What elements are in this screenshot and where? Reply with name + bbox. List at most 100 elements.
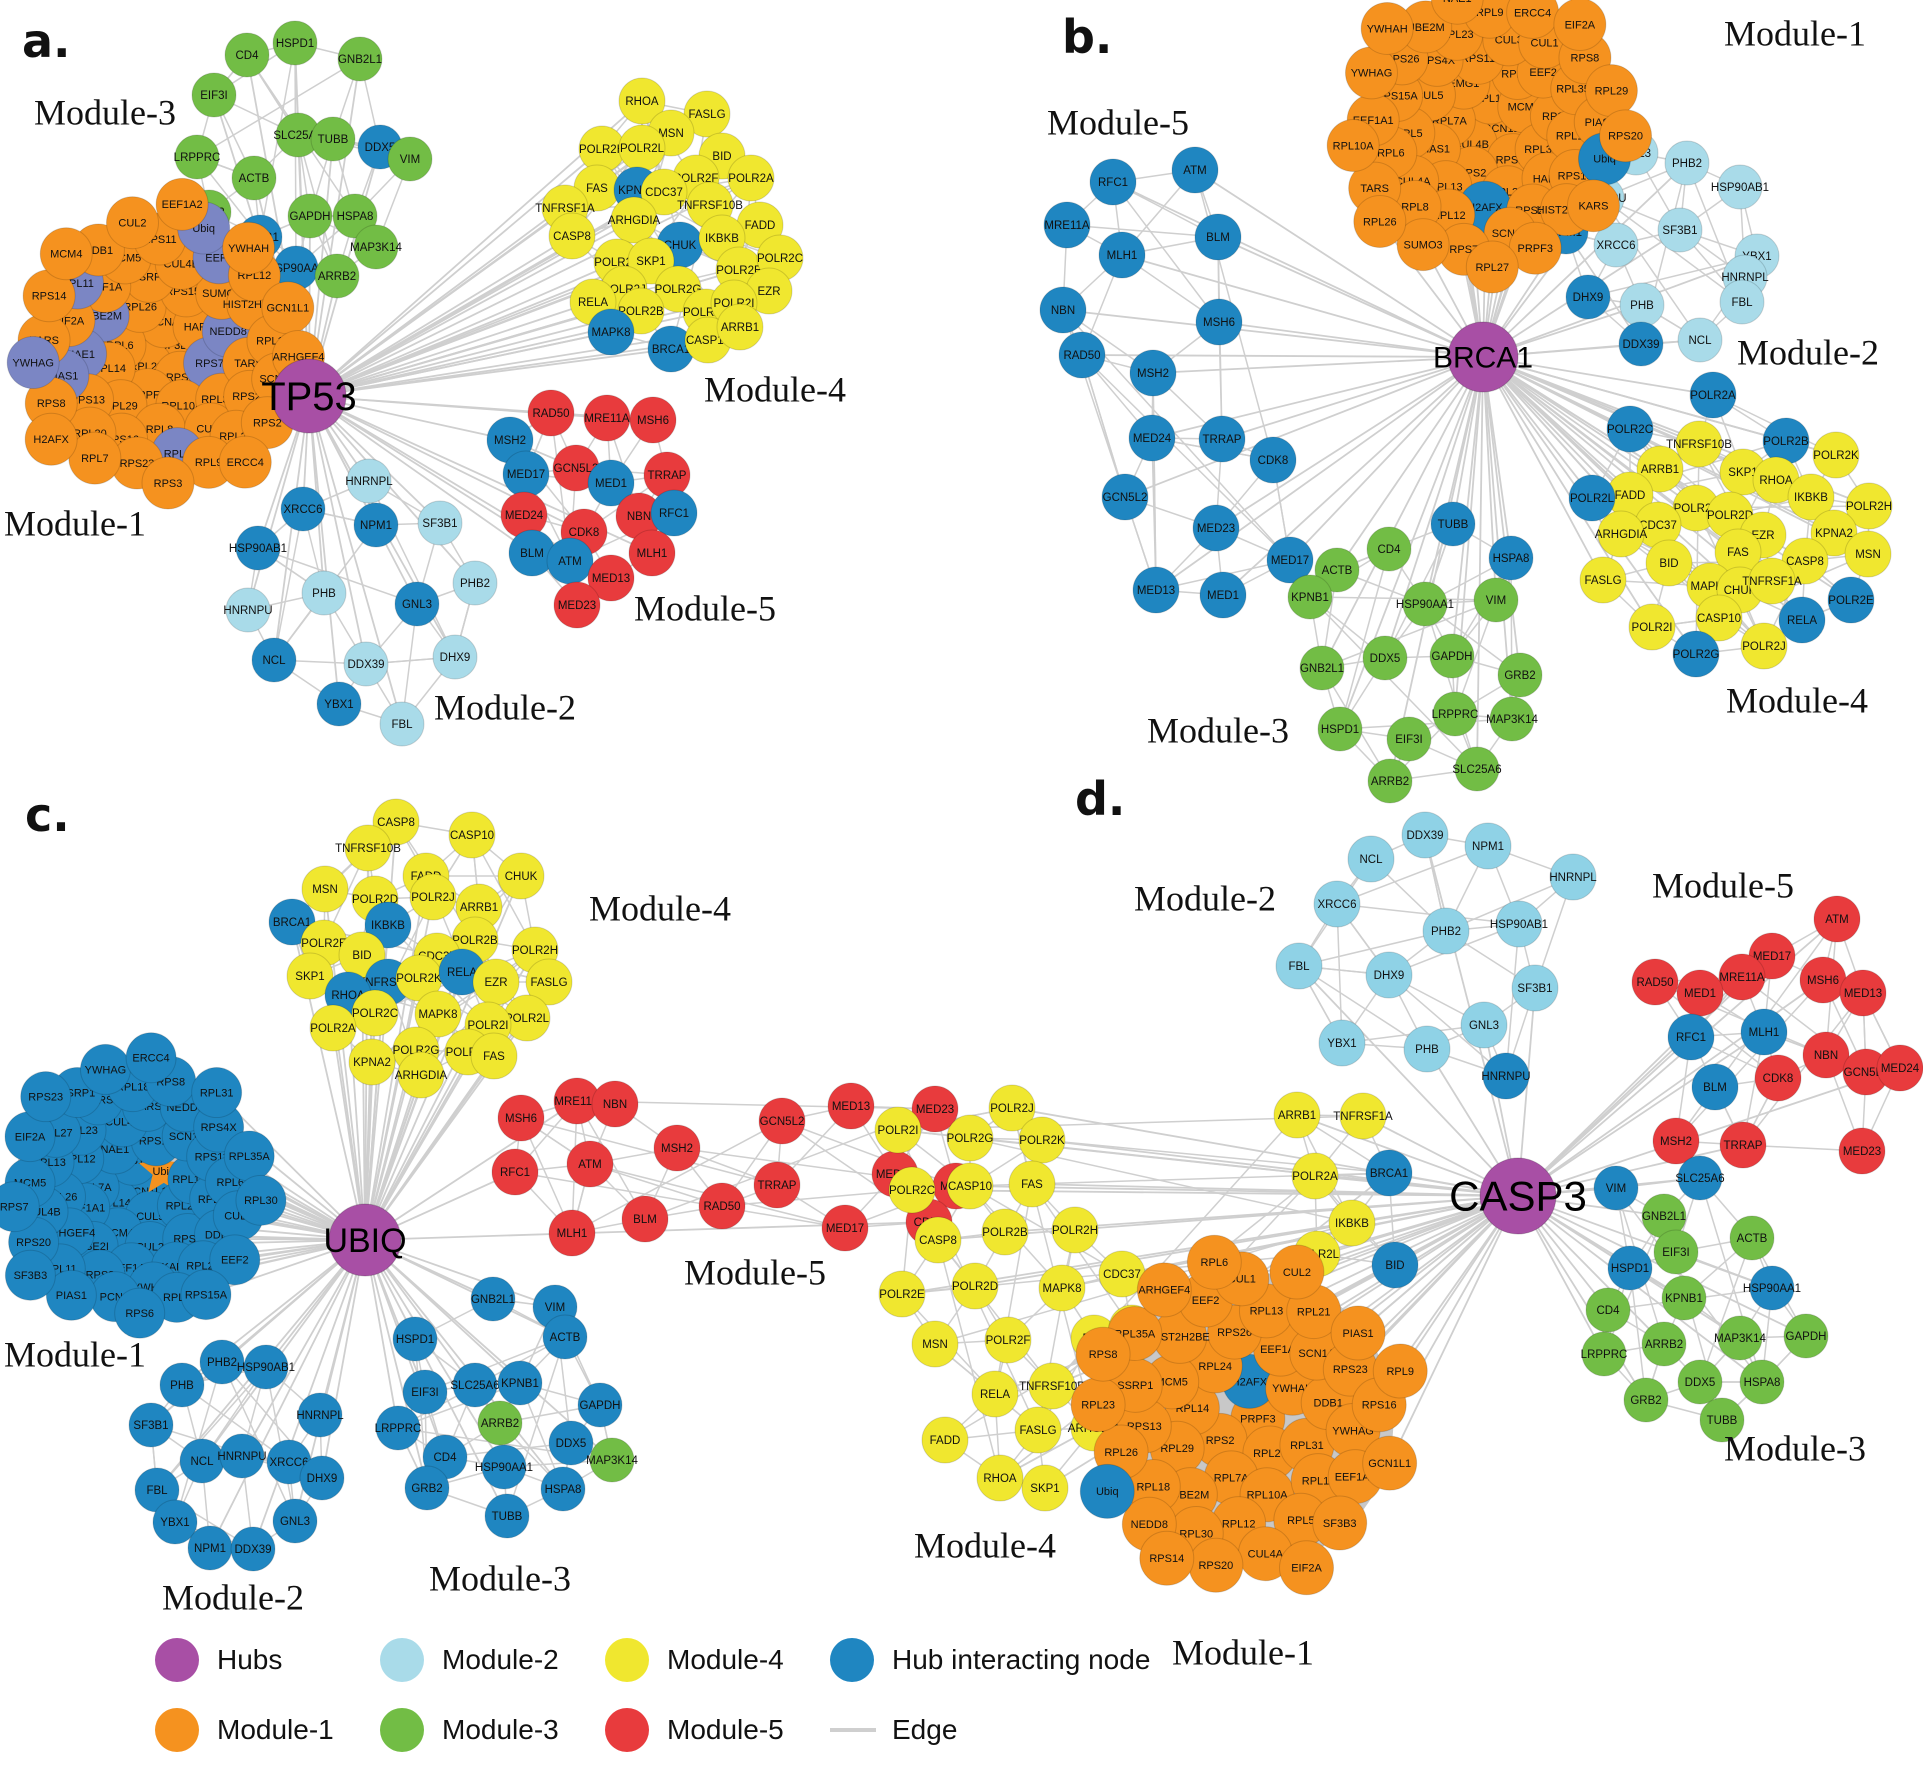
node-c-kpna2[interactable] xyxy=(348,1038,396,1086)
node-a-tubb[interactable] xyxy=(310,116,356,162)
node-a-eef1a2[interactable] xyxy=(155,177,209,231)
node-b-tubb[interactable] xyxy=(1430,501,1476,547)
node-d-msh2[interactable] xyxy=(1652,1117,1700,1165)
node-d-mre11a[interactable] xyxy=(1718,953,1766,1001)
node-c-casp10[interactable] xyxy=(448,811,496,859)
node-d-eif3i[interactable] xyxy=(1653,1229,1699,1275)
node-b-rpl27[interactable] xyxy=(1465,240,1519,294)
node-d-kpnb1[interactable] xyxy=(1661,1275,1707,1321)
node-c-blm[interactable] xyxy=(621,1195,669,1243)
node-c-ddx5[interactable] xyxy=(548,1420,594,1466)
node-c-rps6[interactable] xyxy=(114,1287,166,1339)
node-a-mre11a[interactable] xyxy=(583,394,631,442)
node-b-rps20[interactable] xyxy=(1599,109,1653,163)
node-c-faslg[interactable] xyxy=(525,958,573,1006)
node-b-arhgdia[interactable] xyxy=(1597,510,1645,558)
node-d-ddx39[interactable] xyxy=(1401,811,1449,859)
node-d-arhgef4[interactable] xyxy=(1136,1262,1192,1318)
node-b-bid[interactable] xyxy=(1645,539,1693,587)
node-d-rad50[interactable] xyxy=(1631,958,1679,1006)
node-b-med17[interactable] xyxy=(1266,536,1314,584)
node-b-xrcc6[interactable] xyxy=(1593,222,1639,268)
node-c-sf3b1[interactable] xyxy=(128,1402,174,1448)
node-b-msh2[interactable] xyxy=(1129,349,1177,397)
node-d-lrpprc[interactable] xyxy=(1581,1331,1627,1377)
node-d-slc25a6[interactable] xyxy=(1677,1155,1723,1201)
node-c-polr2a[interactable] xyxy=(309,1004,357,1052)
node-b-ddx39[interactable] xyxy=(1618,321,1664,367)
node-b-eif3i[interactable] xyxy=(1386,716,1432,762)
node-a-ywhah[interactable] xyxy=(222,221,276,275)
node-b-kars[interactable] xyxy=(1566,179,1620,233)
node-c-rpl31[interactable] xyxy=(191,1067,243,1119)
node-c-rpl30[interactable] xyxy=(235,1174,287,1226)
node-c-gapdh[interactable] xyxy=(577,1382,623,1428)
node-c-map3k14[interactable] xyxy=(589,1437,635,1483)
node-c-fas[interactable] xyxy=(470,1032,518,1080)
node-d-polr2d[interactable] xyxy=(951,1262,999,1310)
node-d-phb[interactable] xyxy=(1403,1025,1451,1073)
node-d-phb2[interactable] xyxy=(1422,907,1470,955)
node-a-rfc1[interactable] xyxy=(650,489,698,537)
node-c-rad50[interactable] xyxy=(698,1182,746,1230)
node-d-hspd1[interactable] xyxy=(1607,1245,1653,1291)
node-b-grb2[interactable] xyxy=(1497,652,1543,698)
node-c-med23[interactable] xyxy=(911,1085,959,1133)
node-d-polr2h[interactable] xyxy=(1051,1206,1099,1254)
node-c-med17[interactable] xyxy=(821,1204,869,1252)
node-b-polr2k[interactable] xyxy=(1812,431,1860,479)
node-a-mcm4[interactable] xyxy=(39,227,93,281)
node-a-arrb2[interactable] xyxy=(314,253,360,299)
node-a-hspa8[interactable] xyxy=(332,193,378,239)
node-a-actb[interactable] xyxy=(231,155,277,201)
node-b-med23[interactable] xyxy=(1192,504,1240,552)
node-d-rfc1[interactable] xyxy=(1667,1013,1715,1061)
node-b-vim[interactable] xyxy=(1473,577,1519,623)
node-b-ikbkb[interactable] xyxy=(1787,473,1835,521)
node-b-tnfrsf1a[interactable] xyxy=(1748,557,1796,605)
node-d-fadd[interactable] xyxy=(921,1416,969,1464)
node-a-gnb2l1[interactable] xyxy=(337,36,383,82)
node-c-msh6[interactable] xyxy=(497,1094,545,1142)
node-d-hsp90ab1[interactable] xyxy=(1495,900,1543,948)
node-d-cul2[interactable] xyxy=(1269,1244,1325,1300)
node-b-eif2a[interactable] xyxy=(1553,0,1607,51)
node-a-vim[interactable] xyxy=(387,136,433,182)
node-d-xrcc6[interactable] xyxy=(1313,880,1361,928)
node-d-sf3b1[interactable] xyxy=(1511,964,1559,1012)
node-c-polr2j[interactable] xyxy=(409,873,457,921)
node-c-ddx39[interactable] xyxy=(230,1526,276,1572)
node-d-med13[interactable] xyxy=(1839,969,1887,1017)
node-a-hspd1[interactable] xyxy=(272,20,318,66)
node-d-polr2j[interactable] xyxy=(988,1084,1036,1132)
node-c-lrpprc[interactable] xyxy=(375,1405,421,1451)
node-a-eif3i[interactable] xyxy=(191,72,237,118)
node-b-faslg[interactable] xyxy=(1579,556,1627,604)
node-b-ddx5[interactable] xyxy=(1362,635,1408,681)
node-c-ikbkb[interactable] xyxy=(364,901,412,949)
node-c-hnrnpl[interactable] xyxy=(297,1392,343,1438)
node-a-rps3[interactable] xyxy=(141,456,195,510)
node-d-med24[interactable] xyxy=(1876,1044,1923,1092)
node-a-rad50[interactable] xyxy=(527,389,575,437)
node-d-rps14[interactable] xyxy=(1139,1530,1195,1586)
node-c-gnb2l1[interactable] xyxy=(470,1276,516,1322)
node-b-rpl10a[interactable] xyxy=(1326,118,1380,172)
node-d-ncl[interactable] xyxy=(1347,835,1395,883)
node-b-hsp90ab1[interactable] xyxy=(1717,164,1763,210)
node-d-actb[interactable] xyxy=(1729,1215,1775,1261)
node-b-med1[interactable] xyxy=(1199,571,1247,619)
node-b-nae1[interactable] xyxy=(1430,0,1484,25)
node-c-tnfrsf10b[interactable] xyxy=(344,824,392,872)
node-b-polr2g[interactable] xyxy=(1672,630,1720,678)
node-a-hnrnpu[interactable] xyxy=(225,587,271,633)
node-a-rhoa[interactable] xyxy=(618,77,666,125)
node-b-trrap[interactable] xyxy=(1198,415,1246,463)
node-b-phb2[interactable] xyxy=(1664,140,1710,186)
node-d-tubb[interactable] xyxy=(1699,1397,1745,1443)
node-d-map3k14[interactable] xyxy=(1717,1315,1763,1361)
node-a-msh6[interactable] xyxy=(629,396,677,444)
node-d-rhoa[interactable] xyxy=(976,1454,1024,1502)
node-c-eef2[interactable] xyxy=(209,1234,261,1286)
node-d-polr2b[interactable] xyxy=(981,1208,1029,1256)
